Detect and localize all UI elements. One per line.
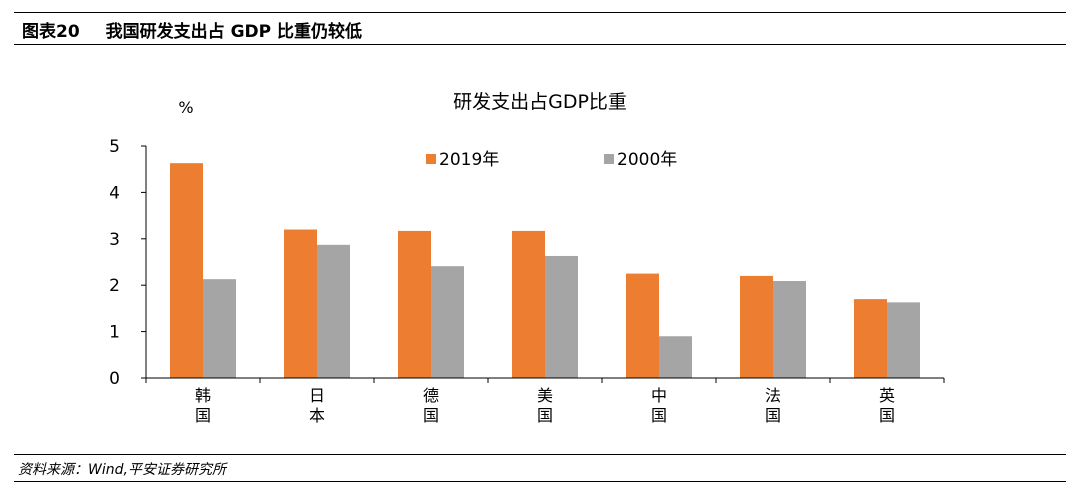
bar-2000-1 (317, 244, 350, 378)
figure-header: 图表20 我国研发支出占 GDP 比重仍较低 (22, 17, 362, 42)
source-note: 资料来源：Wind,平安证券研究所 (18, 462, 226, 478)
legend-label-0: 2019年 (439, 150, 499, 170)
y-tick-label-5: 5 (109, 137, 120, 157)
y-tick-label-4: 4 (109, 183, 120, 203)
legend-swatch-1 (604, 154, 614, 164)
x-tick-label-1: 日本 (309, 386, 325, 425)
figure-number: 图表20 (22, 22, 80, 42)
x-tick-label-4: 中国 (651, 386, 667, 425)
y-tick-label-2: 2 (109, 276, 120, 296)
x-tick-label-3: 美国 (537, 386, 553, 425)
y-tick-label-3: 3 (109, 230, 120, 250)
bar-2000-6 (887, 302, 920, 378)
chart-title: 研发支出占GDP比重 (453, 91, 627, 113)
x-tick-label-5: 法国 (765, 386, 781, 425)
bar-2019-5 (740, 275, 773, 378)
y-tick-label-1: 1 (109, 323, 120, 343)
y-tick-label-0: 0 (109, 369, 120, 389)
final-rule (14, 481, 1066, 482)
x-tick-label-0: 韩国 (195, 386, 211, 425)
bottom-rule (14, 454, 1066, 455)
figure-title: 我国研发支出占 GDP 比重仍较低 (105, 22, 363, 42)
bar-2019-1 (284, 229, 317, 378)
y-axis-unit-label: % (178, 98, 193, 117)
bar-2000-2 (431, 266, 464, 378)
legend-swatch-0 (426, 154, 436, 164)
x-tick-label-2: 德国 (423, 386, 439, 425)
bar-2000-5 (773, 281, 806, 378)
x-tick-label-6: 英国 (879, 386, 895, 425)
bar-2019-3 (512, 230, 545, 378)
bar-2000-0 (203, 279, 236, 378)
bar-2000-4 (659, 336, 692, 378)
bar-2019-2 (398, 230, 431, 378)
legend-label-1: 2000年 (617, 150, 677, 170)
bar-2019-0 (170, 163, 203, 378)
bar-2019-6 (854, 299, 887, 378)
header-rule (14, 44, 1066, 45)
top-rule (14, 12, 1066, 13)
bar-2000-3 (545, 255, 578, 378)
bar-2019-4 (626, 273, 659, 378)
